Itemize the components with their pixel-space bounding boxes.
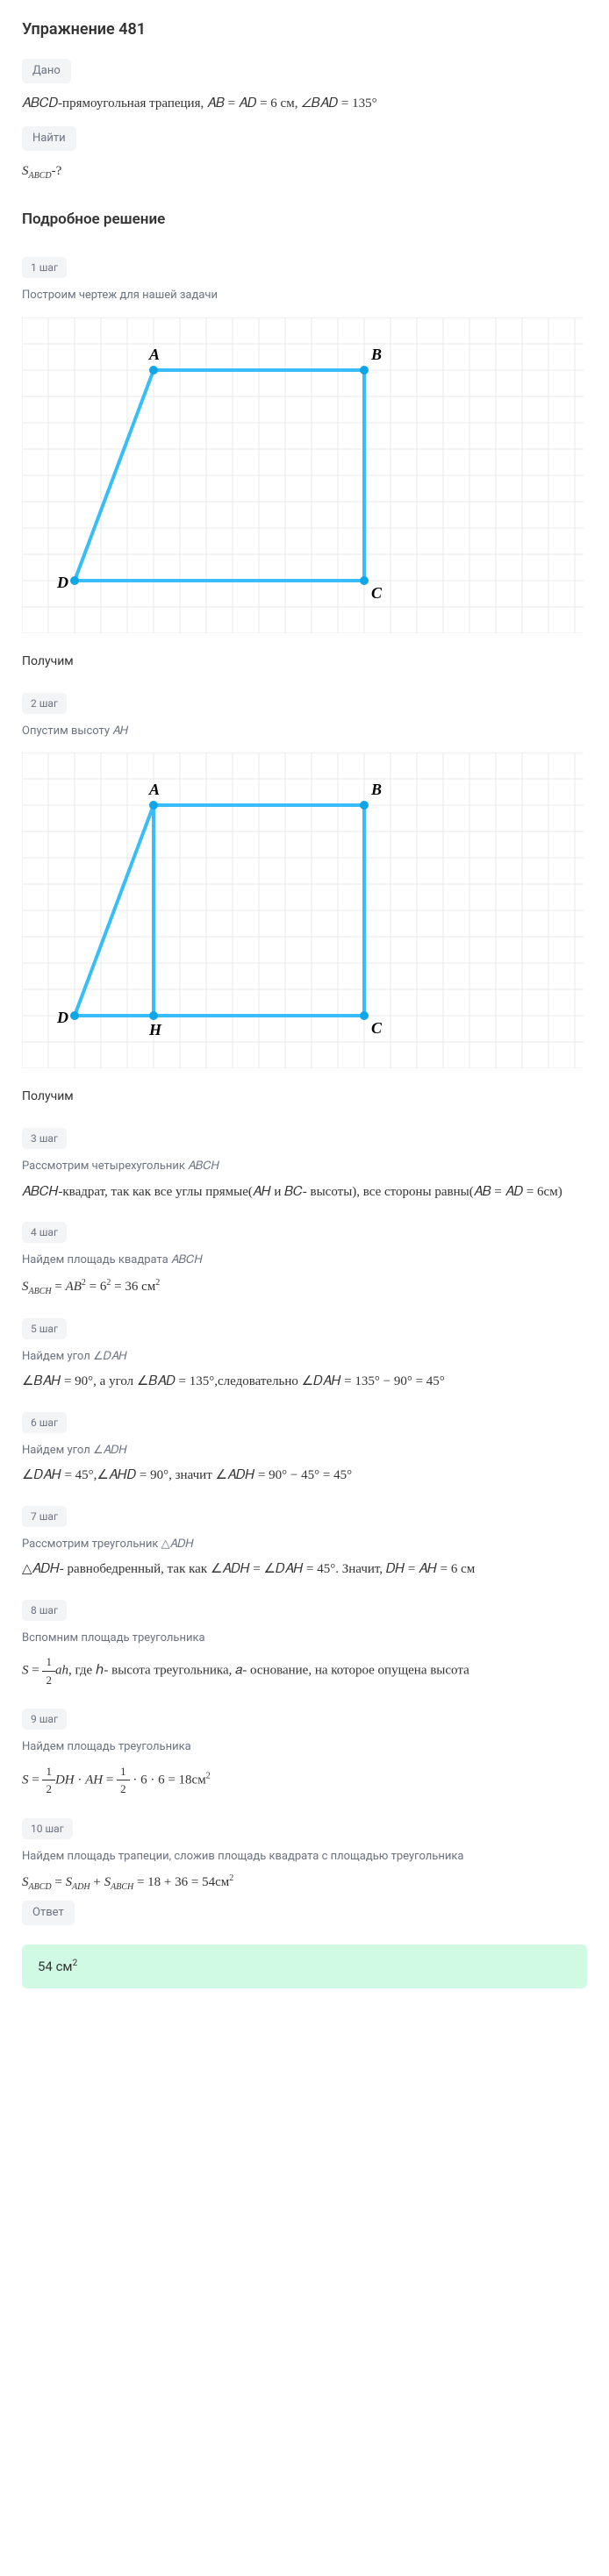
chart-2: A B D H C [22,753,587,1074]
step-desc-4: Найдем площадь квадрата 𝐴𝐵𝐶𝐻 [22,1252,587,1269]
step-math-10: SABCD = SADH + SABCH = 18 + 36 = 54см2 [22,1872,587,1894]
step-pill-2: 2 шаг [22,693,67,714]
svg-text:C: C [371,1019,383,1037]
svg-text:A: A [148,781,160,798]
step-pill-5: 5 шаг [22,1318,67,1339]
answer-label: Ответ [22,1901,75,1925]
svg-text:C: C [371,584,383,602]
step-pill-6: 6 шаг [22,1412,67,1433]
find-text: SABCD-? [22,161,587,182]
given-label: Дано [22,59,71,83]
step-desc-2: Опустим высоту 𝐴𝐻 [22,723,587,740]
page-title: Упражнение 481 [22,18,587,41]
step-body-6: ∠𝐷𝐴𝐻 = 45°,∠𝐴𝐻𝐷 = 90°, значит ∠𝐴𝐷𝐻 = 90°… [22,1466,587,1486]
find-label: Найти [22,126,76,151]
solution-title: Подробное решение [22,209,587,232]
step-pill-1: 1 шаг [22,257,67,278]
svg-text:D: D [56,1009,68,1026]
result-label-1: Получим [22,653,587,671]
svg-text:H: H [148,1021,162,1038]
step-desc-10: Найдем площадь трапеции, сложив площадь … [22,1848,587,1866]
step-math-9: S = 12DH · AH = 12 · 6 · 6 = 18см2 [22,1763,587,1798]
svg-text:B: B [370,781,382,798]
step-desc-8: Вспомним площадь треугольника [22,1630,587,1647]
step-pill-9: 9 шаг [22,1709,67,1730]
step-desc-3: Рассмотрим четырехугольник 𝐴𝐵𝐶𝐻 [22,1158,587,1175]
given-text: 𝐴𝐵𝐶𝐷-прямоугольная трапеция, 𝐴𝐵 = 𝐴𝐷 = 6… [22,94,587,114]
step-body-7: △𝐴𝐷𝐻- равнобедренный, так как ∠𝐴𝐷𝐻 = ∠𝐷𝐴… [22,1559,587,1580]
step-body-5: ∠𝐵𝐴𝐻 = 90°, а угол ∠𝐵𝐴𝐷 = 135°,следовате… [22,1372,587,1392]
step-desc-5: Найдем угол ∠𝐷𝐴𝐻 [22,1348,587,1366]
step-math-8: S = 12ah, где ℎ- высота треугольника, 𝑎-… [22,1653,587,1688]
svg-text:B: B [370,346,382,363]
step-body-8-tail: где ℎ- высота треугольника, 𝑎- основание… [75,1663,469,1677]
step-pill-8: 8 шаг [22,1600,67,1621]
chart-1: A B D C [22,318,587,639]
step-desc-9: Найдем площадь треугольника [22,1738,587,1756]
result-label-2: Получим [22,1088,587,1106]
step-pill-3: 3 шаг [22,1128,67,1149]
step-pill-4: 4 шаг [22,1222,67,1243]
step-desc-7: Рассмотрим треугольник △𝐴𝐷𝐻 [22,1536,587,1553]
step-body-3: 𝐴𝐵𝐶𝐻-квадрат, так как все углы прямые(𝐴𝐻… [22,1182,587,1202]
step-desc-6: Найдем угол ∠𝐴𝐷𝐻 [22,1442,587,1459]
step-math-4: SABCH = AB2 = 62 = 36 см2 [22,1276,587,1298]
svg-text:D: D [56,574,68,591]
step-pill-7: 7 шаг [22,1506,67,1527]
step-desc-1: Построим чертеж для нашей задачи [22,287,587,304]
answer-value: 54 см2 [22,1944,587,1989]
step-pill-10: 10 шаг [22,1818,73,1839]
svg-text:A: A [148,346,160,363]
